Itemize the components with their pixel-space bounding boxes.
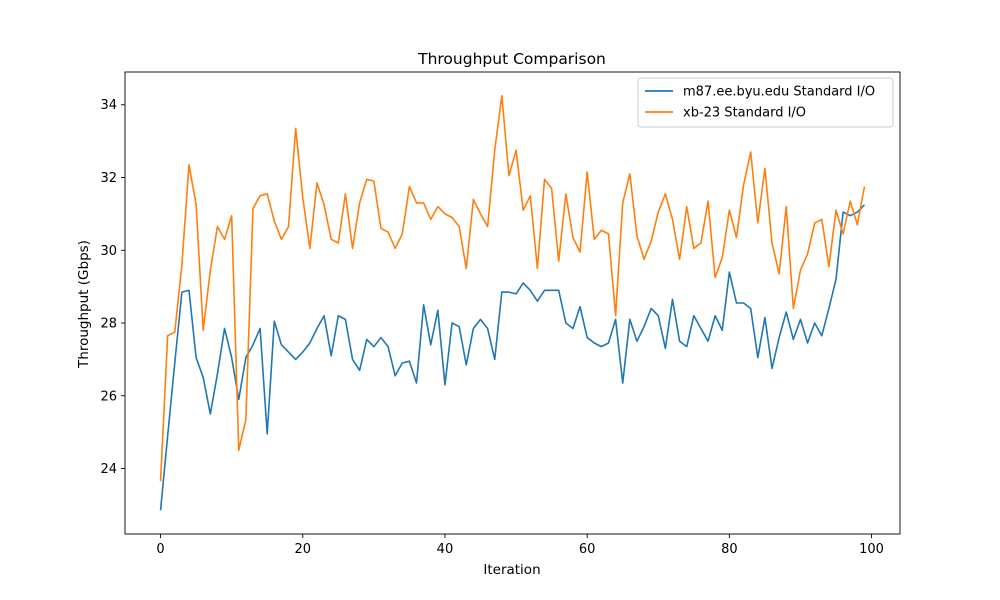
x-axis-label: Iteration <box>483 562 540 578</box>
y-tick-label: 34 <box>100 98 117 113</box>
y-axis-label: Throughput (Gbps) <box>76 240 92 369</box>
y-tick-label: 26 <box>100 389 117 404</box>
series-line-1 <box>159 94 866 482</box>
y-tick-label: 28 <box>100 317 117 332</box>
axes-frame <box>124 71 901 535</box>
legend-box <box>637 77 894 128</box>
legend: m87.ee.byu.edu Standard I/O xb-23 Standar… <box>637 77 894 128</box>
y-tick-label: 32 <box>100 171 117 186</box>
x-tick-label: 20 <box>294 542 311 557</box>
y-tick-label: 30 <box>100 244 117 259</box>
legend-label-0: m87.ee.byu.edu Standard I/O <box>683 85 875 100</box>
y-tick-label: 24 <box>100 462 117 477</box>
x-tick-label: 40 <box>437 542 454 557</box>
legend-label-1: xb-23 Standard I/O <box>683 106 806 121</box>
x-tick-label: 80 <box>721 542 738 557</box>
x-tick-label: 0 <box>156 542 164 557</box>
axes: 0 20 40 60 80 100 24 26 28 30 32 34 <box>100 71 901 557</box>
x-tick-label: 100 <box>859 542 884 557</box>
x-tick-label: 60 <box>579 542 596 557</box>
chart-title: Throughput Comparison <box>417 50 606 68</box>
plot-area <box>159 94 866 511</box>
series-line-0 <box>159 204 866 511</box>
